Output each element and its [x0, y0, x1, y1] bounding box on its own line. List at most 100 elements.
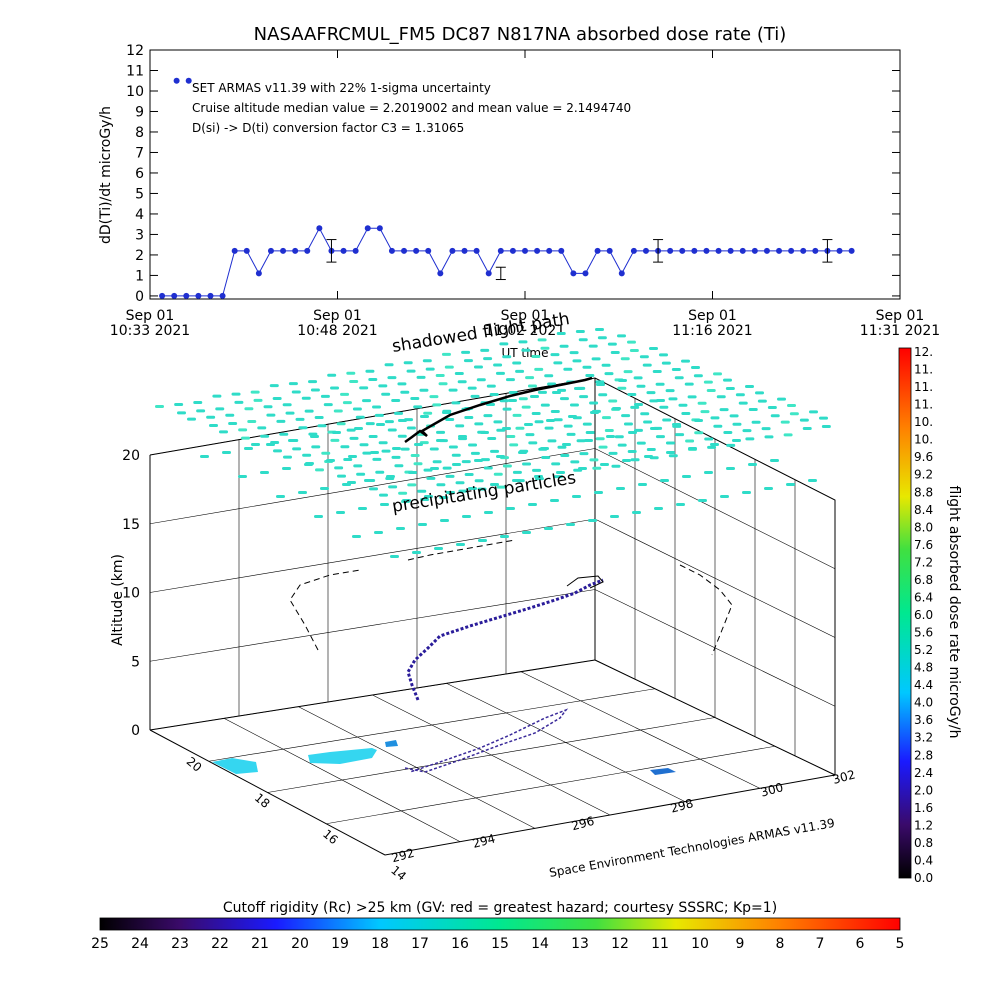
particle-mark — [380, 503, 389, 506]
particle-mark — [761, 427, 771, 431]
particle-mark — [458, 435, 467, 438]
particle-mark — [684, 382, 694, 386]
particle-mark — [616, 487, 625, 490]
particle-mark — [671, 367, 681, 371]
particle-mark — [550, 409, 560, 413]
particle-mark — [508, 390, 518, 394]
particle-mark — [532, 468, 542, 472]
particle-mark — [348, 455, 357, 458]
particle-mark — [578, 338, 588, 342]
particle-mark — [372, 405, 382, 409]
particle-mark — [569, 351, 579, 355]
particle-mark — [678, 403, 688, 407]
dose-rate-colorbar-tick-label: 7.6 — [914, 538, 933, 552]
data-point — [618, 270, 625, 277]
particle-mark — [534, 367, 544, 371]
data-point — [340, 247, 347, 254]
particle-mark — [457, 380, 467, 384]
particle-mark — [343, 458, 353, 462]
particle-mark — [301, 396, 311, 400]
data-point — [751, 247, 758, 254]
particle-mark — [285, 411, 295, 415]
particle-mark — [436, 483, 446, 487]
particle-mark — [697, 401, 707, 405]
dose-rate-colorbar-tick-label: 2.0 — [914, 783, 933, 797]
y-tick-label: 11 — [126, 63, 144, 79]
dose-rate-colorbar-label: flight absorbed dose rate microGy/h — [946, 486, 962, 739]
particle-mark — [334, 466, 344, 470]
particle-mark — [288, 439, 297, 442]
particle-mark — [311, 445, 321, 449]
dose-rate-colorbar-tick-label: 0.4 — [914, 853, 933, 867]
data-point — [449, 247, 456, 254]
rigidity-colorbar-tick-label: 7 — [816, 936, 825, 952]
particle-mark — [468, 487, 477, 490]
particle-mark — [455, 424, 465, 428]
rigidity-colorbar-tick-label: 13 — [571, 936, 589, 952]
particle-mark — [365, 369, 375, 373]
particle-mark — [748, 463, 757, 466]
particle-mark — [600, 463, 609, 466]
particle-mark — [770, 414, 780, 418]
data-point — [255, 270, 262, 277]
particle-mark — [499, 399, 509, 403]
particle-mark — [522, 531, 531, 534]
particle-mark — [606, 435, 615, 438]
y-tick-label: 12 — [126, 43, 144, 59]
rigidity-colorbar-tick-label: 23 — [171, 936, 189, 952]
data-point — [570, 270, 577, 277]
particle-mark — [707, 445, 717, 449]
particle-mark — [634, 403, 643, 406]
particle-mark — [384, 363, 394, 367]
particle-mark — [398, 419, 407, 422]
rigidity-region-1 — [212, 758, 258, 774]
wall-projection-top — [407, 539, 516, 561]
dose-rate-colorbar-tick-label: 11. — [914, 398, 933, 412]
data-point — [280, 247, 287, 254]
particle-mark — [570, 460, 580, 464]
particle-mark — [480, 348, 490, 352]
dose-rate-colorbar-tick-label: 10. — [914, 415, 933, 429]
particle-mark — [735, 393, 745, 397]
data-point — [376, 225, 383, 232]
particle-mark — [590, 411, 599, 414]
particle-mark — [710, 416, 720, 420]
particle-mark — [432, 460, 442, 464]
particle-mark — [540, 403, 550, 407]
particle-mark — [589, 458, 599, 462]
rigidity-colorbar-tick-label: 21 — [251, 936, 269, 952]
rigidity-colorbar-tick-label: 5 — [896, 936, 905, 952]
particle-mark — [317, 424, 327, 428]
particle-mark — [463, 359, 473, 363]
particle-mark — [515, 426, 525, 430]
particle-mark — [356, 472, 366, 476]
particle-mark — [518, 451, 527, 454]
data-point — [195, 292, 202, 299]
particle-mark — [323, 403, 333, 407]
particle-mark — [432, 403, 442, 407]
particle-mark — [633, 376, 643, 380]
particle-mark — [525, 376, 535, 380]
particle-mark — [725, 386, 735, 390]
particle-mark — [659, 353, 668, 357]
dose-rate-colorbar-tick-label: 8.8 — [914, 485, 933, 499]
particle-mark — [464, 416, 474, 420]
particle-mark — [591, 357, 601, 361]
particle-mark — [455, 481, 465, 485]
particle-mark — [470, 394, 480, 398]
particle-mark — [359, 443, 369, 447]
particle-mark — [716, 395, 726, 399]
particle-mark — [308, 432, 318, 436]
particle-mark — [228, 422, 238, 426]
dose-rate-colorbar-tick-label: 0.0 — [914, 871, 933, 885]
particle-mark — [636, 384, 646, 388]
data-point — [267, 247, 274, 254]
y-tick-label: 7 — [135, 145, 144, 161]
particle-mark — [263, 405, 273, 409]
data-point-outlier — [173, 77, 180, 84]
precipitating-particles-label: precipitating particles — [391, 468, 578, 517]
particle-mark — [342, 401, 352, 405]
particle-mark — [547, 382, 557, 386]
particle-mark — [544, 527, 553, 530]
